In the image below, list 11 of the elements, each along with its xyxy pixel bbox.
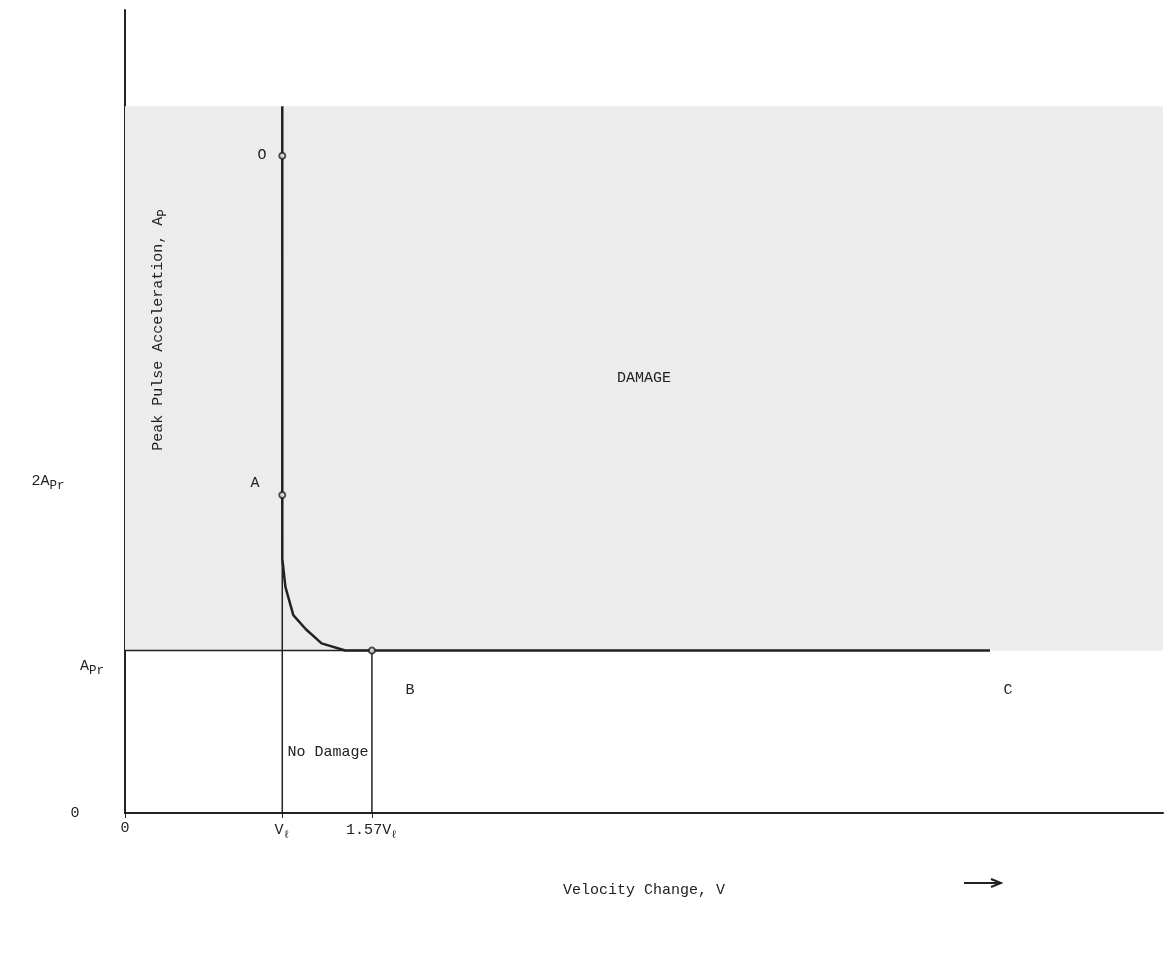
annotation: B [405, 681, 415, 699]
annotation: A [250, 474, 260, 492]
annotation: C [1003, 681, 1013, 699]
text: 2A$_{Pr}$ [31, 473, 65, 493]
text: A$_{Pr}$ [79, 658, 105, 678]
x-tick-label: 0 [120, 820, 130, 837]
band-label: DAMAGE [616, 369, 672, 387]
annotation: No Damage [287, 743, 369, 761]
text: 0 [70, 804, 80, 822]
x-axis-title: Velocity Change, V [562, 882, 726, 899]
annotation: O [257, 146, 267, 164]
